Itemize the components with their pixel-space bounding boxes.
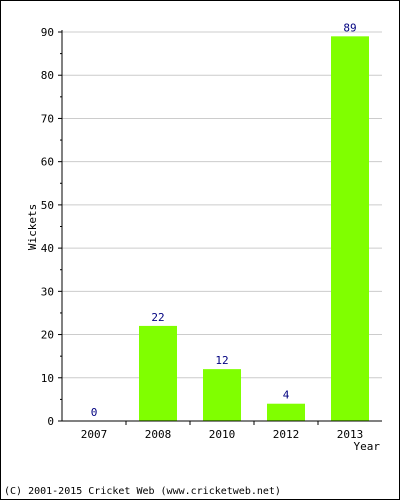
grid-lines — [62, 31, 382, 379]
data-label: 0 — [91, 406, 98, 419]
data-label: 4 — [283, 389, 290, 402]
x-tick-label: 2010 — [209, 428, 236, 441]
x-tick-label: 2012 — [273, 428, 300, 441]
y-axis-label: Wickets — [26, 204, 39, 250]
y-tick-label: 20 — [41, 329, 54, 342]
data-label: 22 — [151, 311, 164, 324]
y-tick-label: 40 — [41, 242, 54, 255]
bar — [203, 369, 241, 421]
bar — [331, 36, 369, 421]
data-label: 89 — [343, 21, 356, 34]
bars — [139, 36, 369, 421]
bar — [139, 325, 177, 421]
y-tick-label: 50 — [41, 199, 54, 212]
bar — [267, 403, 305, 421]
y-tick-label: 90 — [41, 26, 54, 39]
y-tick-label: 70 — [41, 112, 54, 125]
labels: 0 10 20 30 40 50 60 70 80 90 0 2007 22 2008 12 2010 4 201… — [41, 21, 364, 441]
y-tick-label: 30 — [41, 285, 54, 298]
y-tick-label: 80 — [41, 69, 54, 82]
y-tick-label: 60 — [41, 156, 54, 169]
y-tick-label: 10 — [41, 372, 54, 385]
x-axis-label: Year — [354, 440, 381, 453]
x-tick-label: 2008 — [145, 428, 172, 441]
data-label: 12 — [215, 354, 228, 367]
x-tick-label: 2013 — [337, 428, 364, 441]
y-tick-label: 0 — [47, 415, 54, 428]
copyright-footer: (C) 2001-2015 Cricket Web (www.cricketwe… — [4, 486, 281, 497]
axes — [58, 30, 382, 425]
x-tick-label: 2007 — [81, 428, 108, 441]
